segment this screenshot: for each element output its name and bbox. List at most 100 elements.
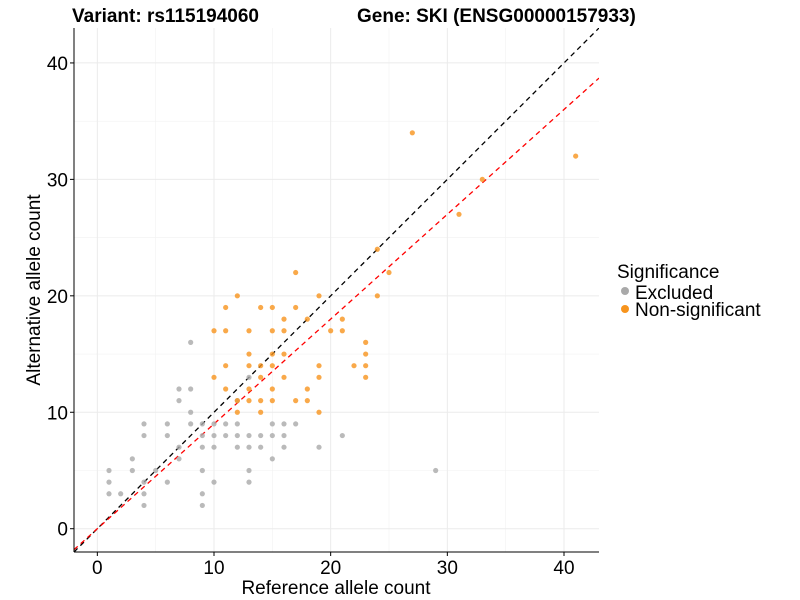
data-point-non-significant (316, 409, 322, 415)
y-tick-label: 20 (47, 287, 68, 308)
data-point-excluded (246, 374, 252, 380)
data-point-non-significant (223, 363, 229, 369)
data-point-non-significant (339, 316, 345, 322)
data-point-excluded (118, 491, 124, 497)
data-point-excluded (234, 444, 240, 450)
data-point-excluded (141, 432, 147, 439)
data-point-excluded (188, 386, 194, 392)
data-point-excluded (211, 444, 217, 450)
x-tick-label: 10 (203, 558, 224, 579)
data-point-non-significant (223, 386, 229, 392)
data-point-excluded (211, 432, 217, 439)
data-point-non-significant (281, 328, 287, 334)
x-tick-label: 40 (553, 558, 574, 579)
data-point-non-significant (223, 328, 229, 334)
data-point-excluded (281, 432, 287, 439)
data-point-excluded (106, 491, 112, 497)
x-tick-label: 20 (320, 558, 341, 579)
identity-line (74, 28, 599, 552)
data-point-excluded (199, 467, 205, 474)
data-point-non-significant (246, 363, 252, 369)
data-point-non-significant (363, 351, 369, 357)
x-axis-label: Reference allele count (241, 578, 431, 599)
data-point-excluded (199, 491, 205, 497)
data-point-excluded (246, 432, 252, 439)
data-point-excluded (188, 339, 194, 345)
data-point-non-significant (363, 339, 369, 345)
data-point-non-significant (316, 363, 322, 369)
y-tick-label: 0 (57, 520, 68, 541)
data-point-non-significant (246, 398, 252, 404)
data-point-excluded (246, 467, 252, 474)
data-point-non-significant (386, 269, 392, 276)
data-point-non-significant (281, 351, 287, 357)
data-point-non-significant (211, 328, 217, 334)
y-tick-label: 40 (47, 54, 68, 75)
data-point-non-significant (374, 246, 380, 252)
data-point-excluded (176, 456, 182, 462)
data-point-non-significant (479, 176, 485, 182)
legend-label-non-significant: Non-significant (635, 300, 761, 321)
data-point-non-significant (363, 374, 369, 380)
data-point-excluded (199, 502, 205, 509)
legend-label-excluded: Excluded (635, 283, 713, 304)
data-point-excluded (269, 456, 275, 462)
data-point-non-significant (281, 316, 287, 322)
data-point-non-significant (293, 269, 299, 276)
data-point-excluded (129, 467, 135, 474)
data-point-non-significant (258, 409, 264, 415)
data-point-non-significant (223, 304, 229, 311)
data-point-non-significant (269, 386, 275, 392)
data-point-non-significant (258, 398, 264, 404)
data-point-non-significant (234, 293, 240, 299)
data-point-excluded (153, 467, 159, 474)
data-point-non-significant (304, 398, 310, 404)
data-point-non-significant (269, 363, 275, 369)
data-point-excluded (141, 479, 147, 485)
y-axis-ticks: 0 10 20 30 40 (47, 54, 74, 541)
data-point-excluded (316, 444, 322, 450)
data-point-excluded (199, 444, 205, 450)
data-point-excluded (246, 444, 252, 450)
x-axis-ticks: 0 10 20 30 40 (92, 552, 575, 579)
chart-title-variant: Variant: rs115194060 (72, 6, 259, 27)
data-point-excluded (188, 409, 194, 415)
data-point-excluded (176, 386, 182, 392)
data-point-non-significant (363, 363, 369, 369)
data-point-excluded (281, 444, 287, 450)
reference-lines (74, 28, 599, 552)
chart-title-gene: Gene: SKI (ENSG00000157933) (357, 6, 636, 27)
data-point-non-significant (339, 328, 345, 334)
data-point-excluded (211, 421, 217, 427)
legend-marker-excluded (621, 287, 629, 295)
data-point-non-significant (304, 316, 310, 322)
data-point-excluded (223, 421, 229, 427)
data-point-excluded (258, 444, 264, 450)
data-point-non-significant (211, 374, 217, 380)
data-point-excluded (176, 444, 182, 450)
data-point-excluded (106, 467, 112, 474)
data-point-non-significant (409, 130, 415, 136)
data-point-excluded (199, 421, 205, 427)
data-point-excluded (164, 432, 170, 439)
data-point-non-significant (269, 328, 275, 334)
data-point-non-significant (246, 328, 252, 334)
data-point-excluded (258, 432, 264, 439)
data-point-non-significant (456, 211, 462, 217)
y-tick-label: 30 (47, 170, 68, 191)
fitted-line (74, 77, 599, 551)
legend: Significance Excluded Non-significant (617, 262, 761, 321)
data-point-excluded (188, 421, 194, 427)
data-point-excluded (269, 432, 275, 439)
data-point-excluded (234, 421, 240, 427)
data-point-non-significant (269, 398, 275, 404)
data-point-non-significant (258, 304, 264, 311)
data-point-excluded (199, 432, 205, 439)
data-point-excluded (164, 421, 170, 427)
data-point-non-significant (234, 398, 240, 404)
data-point-excluded (339, 432, 345, 439)
data-points (106, 130, 579, 509)
data-point-excluded (433, 467, 439, 474)
data-point-non-significant (246, 351, 252, 357)
